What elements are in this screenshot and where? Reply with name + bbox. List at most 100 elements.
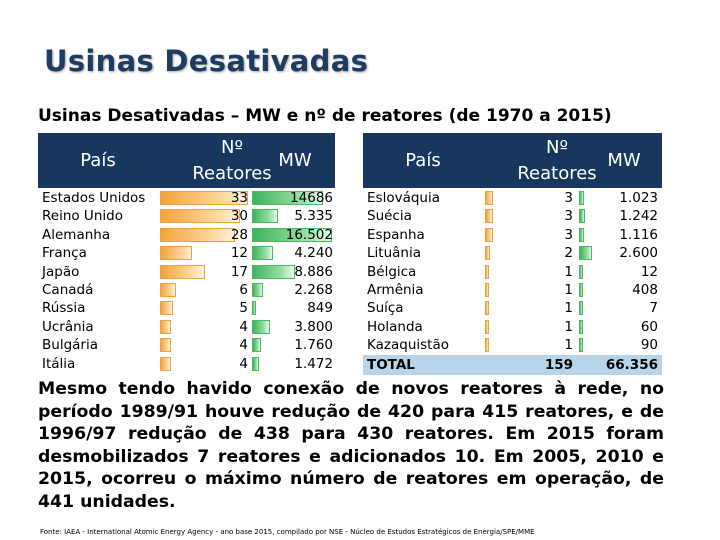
reactors-count: 4 xyxy=(239,318,248,335)
table-row: Espanha 3 1.116 xyxy=(363,226,662,244)
mw-value: 16.502 xyxy=(285,226,333,243)
country-name: Canadá xyxy=(42,281,94,298)
country-name: Holanda xyxy=(367,318,423,335)
table-row: Eslováquia 3 1.023 xyxy=(363,189,662,207)
reactors-count: 2 xyxy=(564,245,573,262)
reactors-bar xyxy=(160,209,240,224)
mw-bar xyxy=(252,282,263,297)
mw-value: 7 xyxy=(649,300,658,317)
table-row: Holanda 1 60 xyxy=(363,318,662,336)
left-table: País Nº Reatores MW Estados Unidos 33 1468… xyxy=(38,133,335,376)
source-footnote: Fonte: IAEA - International Atomic Energ… xyxy=(40,528,535,536)
table-row: Suécia 3 1.242 xyxy=(363,207,662,225)
mw-bar xyxy=(252,356,260,371)
reactors-count: 3 xyxy=(564,226,573,243)
mw-bar xyxy=(579,264,583,279)
mw-value: 1.116 xyxy=(619,226,658,243)
country-name: Estados Unidos xyxy=(42,190,146,206)
reactors-bar xyxy=(485,264,489,279)
mw-bar xyxy=(579,301,583,316)
mw-value: 4.240 xyxy=(294,245,333,262)
reactors-bar xyxy=(485,282,489,297)
reactors-count: 1 xyxy=(564,300,573,317)
header-mw: MW xyxy=(278,150,312,171)
country-name: Suíça xyxy=(367,300,404,317)
reactors-count: 1 xyxy=(564,337,573,354)
right-table-header: País Nº Reatores MW xyxy=(363,133,662,188)
reactors-bar xyxy=(485,191,493,205)
country-name: Bélgica xyxy=(367,263,417,280)
reactors-count: 5 xyxy=(239,300,248,317)
total-reactors: 159 xyxy=(544,357,573,373)
reactors-bar xyxy=(485,319,489,334)
mw-value: 1.472 xyxy=(294,355,333,372)
mw-bar xyxy=(579,338,583,353)
right-table: País Nº Reatores MW Eslováquia 3 1.023 Suéc… xyxy=(363,133,662,376)
country-name: Armênia xyxy=(367,281,424,298)
total-label: TOTAL xyxy=(367,357,415,373)
country-name: Bulgária xyxy=(42,337,98,354)
table-row: Suíça 1 7 xyxy=(363,299,662,317)
mw-bar xyxy=(579,282,583,297)
mw-value: 90 xyxy=(640,337,658,354)
mw-bar xyxy=(579,209,586,224)
mw-bar xyxy=(252,246,273,261)
reactors-bar xyxy=(160,191,248,205)
header-reactors-line2: Reatores xyxy=(192,163,272,184)
reactors-count: 28 xyxy=(230,226,248,243)
table-row: Itália 4 1.472 xyxy=(38,355,335,373)
country-name: Suécia xyxy=(367,208,412,225)
right-table-rows: Eslováquia 3 1.023 Suécia 3 1.242 Espanha 3 1.11… xyxy=(363,189,662,355)
mw-value: 1.023 xyxy=(619,190,658,206)
reactors-count: 1 xyxy=(564,263,573,280)
reactors-bar xyxy=(160,301,174,316)
mw-value: 14686 xyxy=(290,190,333,206)
header-mw: MW xyxy=(607,150,641,171)
left-table-header: País Nº Reatores MW xyxy=(38,133,335,188)
table-row: Ucrânia 4 3.800 xyxy=(38,318,335,336)
reactors-count: 12 xyxy=(230,245,248,262)
mw-bar xyxy=(579,319,583,334)
country-name: Ucrânia xyxy=(42,318,94,335)
country-name: Espanha xyxy=(367,226,425,243)
mw-bar xyxy=(579,227,585,242)
table-row: Kazaquistão 1 90 xyxy=(363,336,662,354)
country-name: Japão xyxy=(42,263,80,280)
total-row: TOTAL 159 66.356 xyxy=(363,355,662,375)
header-country: País xyxy=(405,150,441,171)
country-name: Kazaquistão xyxy=(367,337,449,354)
table-row: Rússia 5 849 xyxy=(38,299,335,317)
reactors-count: 30 xyxy=(230,208,248,225)
mw-bar xyxy=(252,301,257,316)
mw-value: 2.600 xyxy=(619,245,658,262)
table-title: Usinas Desativadas – MW e nº de reatores… xyxy=(38,106,612,126)
country-name: Itália xyxy=(42,355,76,372)
reactors-bar xyxy=(160,246,192,261)
reactors-count: 1 xyxy=(564,281,573,298)
mw-value: 5.335 xyxy=(294,208,333,225)
table-row: Armênia 1 408 xyxy=(363,281,662,299)
table-row: Japão 17 8.886 xyxy=(38,263,335,281)
reactors-count: 17 xyxy=(230,263,248,280)
mw-bar xyxy=(579,246,592,261)
reactors-bar xyxy=(160,338,171,353)
reactors-count: 6 xyxy=(239,281,248,298)
header-reactors-line2: Reatores xyxy=(517,163,597,184)
reactors-count: 4 xyxy=(239,337,248,354)
mw-value: 849 xyxy=(307,300,333,317)
header-reactors-line1: Nº xyxy=(221,137,243,158)
mw-value: 3.800 xyxy=(294,318,333,335)
mw-bar xyxy=(579,191,584,205)
reactors-bar xyxy=(485,227,493,242)
slide-title: Usinas Desativadas xyxy=(44,44,369,78)
mw-bar xyxy=(252,227,332,242)
reactors-count: 3 xyxy=(564,208,573,225)
mw-bar xyxy=(252,191,324,205)
table-row: Estados Unidos 33 14686 xyxy=(38,189,335,207)
reactors-bar xyxy=(160,282,176,297)
reactors-count: 33 xyxy=(230,190,248,206)
reactors-bar xyxy=(485,209,493,224)
mw-value: 1.242 xyxy=(619,208,658,225)
table-row: Alemanha 28 16.502 xyxy=(38,226,335,244)
mw-bar xyxy=(252,319,271,334)
